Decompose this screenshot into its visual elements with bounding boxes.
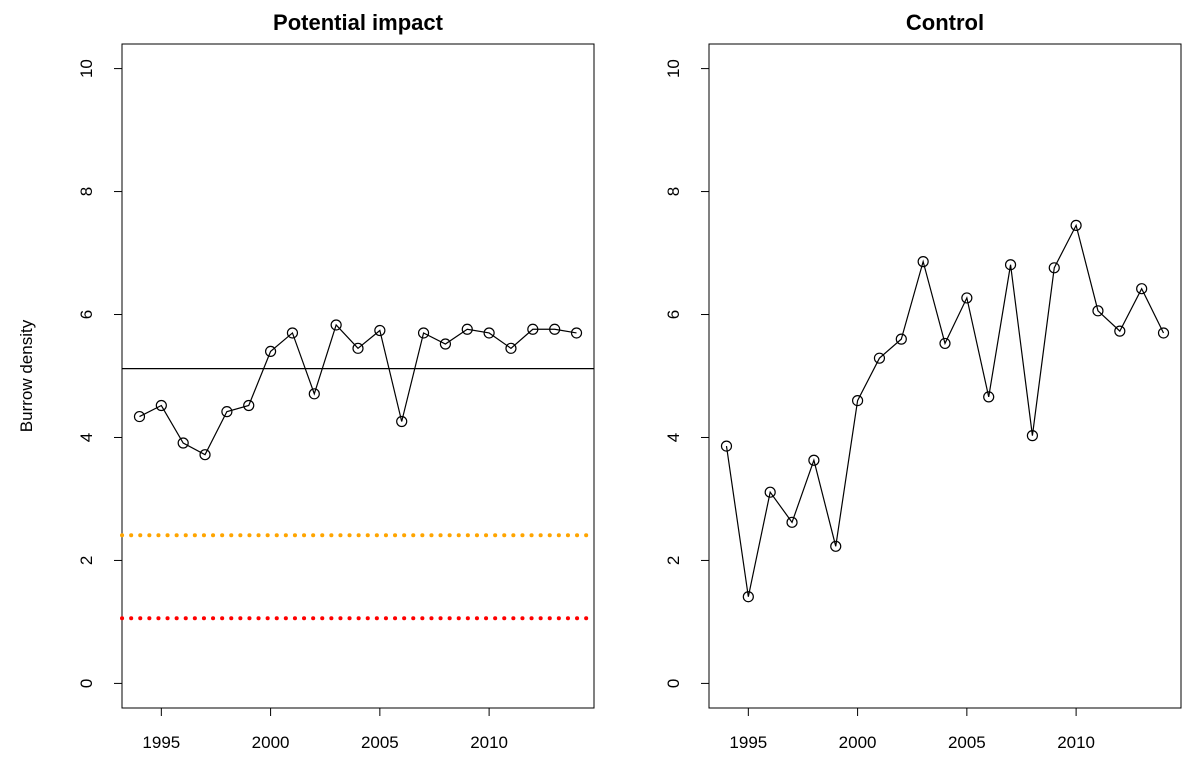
data-point	[873, 352, 886, 364]
data-point	[417, 327, 430, 339]
data-point	[1136, 283, 1148, 295]
y-tick-label: 10	[77, 59, 96, 78]
data-point	[483, 327, 495, 339]
data-point	[939, 337, 951, 350]
data-point	[1004, 259, 1017, 271]
data-point	[221, 406, 233, 418]
data-point	[764, 486, 776, 498]
data-point	[917, 256, 929, 268]
data-point	[549, 323, 561, 335]
x-tick-label: 1995	[729, 733, 767, 752]
data-point	[308, 388, 320, 400]
data-point	[1048, 262, 1060, 274]
chart-title: Potential impact	[273, 10, 444, 35]
data-point	[396, 415, 408, 428]
data-point	[352, 342, 364, 354]
data-point	[199, 449, 211, 461]
y-tick-label: 0	[664, 679, 683, 688]
data-point	[461, 323, 473, 335]
data-point	[505, 342, 517, 354]
y-tick-label: 0	[77, 679, 96, 688]
x-tick-label: 1995	[142, 733, 180, 752]
data-point	[570, 327, 583, 339]
data-point	[264, 345, 277, 358]
data-point	[527, 323, 539, 335]
data-point	[786, 516, 798, 528]
x-tick-label: 2010	[1057, 733, 1095, 752]
x-tick-label: 2005	[361, 733, 399, 752]
plot-box	[121, 43, 595, 709]
data-point	[439, 338, 452, 350]
data-point	[286, 327, 299, 339]
y-tick-label: 4	[664, 433, 683, 442]
y-tick-label: 8	[664, 187, 683, 196]
data-point	[330, 319, 342, 331]
x-tick-label: 2000	[252, 733, 290, 752]
data-point	[895, 333, 907, 345]
data-point	[155, 399, 167, 412]
data-point	[808, 454, 820, 466]
data-point	[983, 391, 995, 403]
data-point	[1157, 327, 1170, 339]
y-tick-label: 6	[664, 310, 683, 319]
data-point	[374, 324, 386, 337]
data-point	[1026, 430, 1039, 442]
data-point	[133, 410, 146, 423]
series-line	[139, 323, 577, 456]
y-axis-label: Burrow density	[17, 319, 36, 432]
chart-title: Control	[906, 10, 984, 35]
data-point	[742, 591, 754, 603]
x-tick-label: 2010	[470, 733, 508, 752]
y-tick-label: 4	[77, 433, 96, 442]
y-tick-label: 10	[664, 59, 683, 78]
plot-box	[708, 43, 1182, 709]
data-point	[177, 437, 189, 449]
y-tick-label: 2	[664, 556, 683, 565]
series-line	[725, 223, 1165, 597]
data-point	[1092, 305, 1104, 317]
x-tick-label: 2000	[839, 733, 877, 752]
y-tick-label: 8	[77, 187, 96, 196]
y-tick-label: 2	[77, 556, 96, 565]
data-point	[1070, 219, 1082, 231]
x-tick-label: 2005	[948, 733, 986, 752]
y-tick-label: 6	[77, 310, 96, 319]
data-point	[961, 292, 973, 304]
data-point	[243, 399, 255, 412]
data-point	[720, 440, 733, 452]
data-point	[851, 394, 864, 407]
data-point	[1114, 325, 1126, 337]
data-point	[830, 540, 842, 552]
